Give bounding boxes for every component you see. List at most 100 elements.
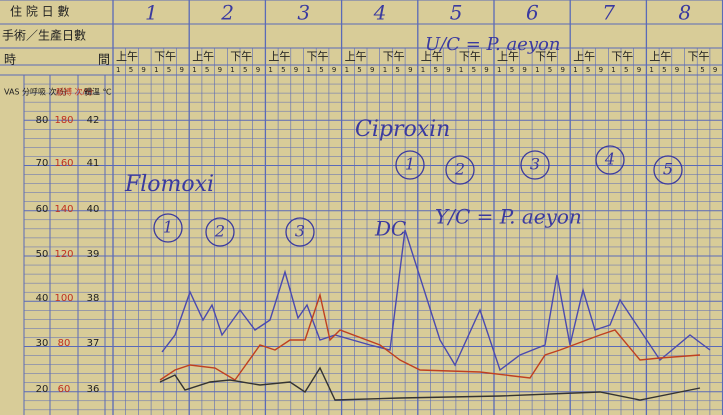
hour-label: 9 — [180, 66, 184, 74]
hour-label: 1 — [573, 66, 577, 74]
note: Flomoxi — [124, 172, 214, 197]
hour-label: 9 — [522, 66, 526, 74]
days-label: 住 院 日 數 — [10, 5, 69, 19]
day-number: 6 — [526, 1, 539, 25]
hour-label: 5 — [586, 66, 590, 74]
resp-scale: 30 — [36, 338, 49, 349]
day-number: 2 — [220, 1, 234, 25]
hour-label: 5 — [700, 66, 704, 74]
pulse-scale: 80 — [58, 338, 71, 349]
day-number: 5 — [450, 1, 463, 25]
temp-scale: 40 — [87, 204, 100, 215]
pulse-scale: 140 — [54, 204, 73, 215]
hour-label: 1 — [649, 66, 653, 74]
hour-label: 1 — [459, 66, 463, 74]
pm-label: 下午 — [611, 50, 633, 63]
hour-label: 5 — [510, 66, 514, 74]
hour-label: 5 — [662, 66, 666, 74]
resp-scale: 60 — [36, 204, 49, 215]
hour-label: 1 — [688, 66, 692, 74]
temp-scale: 37 — [87, 338, 100, 349]
day-number: 7 — [602, 1, 615, 25]
pm-label: 下午 — [307, 50, 329, 63]
hour-label: 1 — [116, 66, 120, 74]
hour-label: 1 — [268, 66, 272, 74]
am-label: 上午 — [573, 50, 595, 63]
hour-label: 9 — [561, 66, 565, 74]
day-number: 1 — [145, 1, 158, 25]
am-label: 上午 — [268, 50, 290, 63]
time-label-2: 間 — [98, 53, 110, 67]
temp-scale: 39 — [87, 249, 100, 260]
note: Y/C = P. aeyon — [435, 205, 582, 229]
hour-label: 5 — [129, 66, 133, 74]
hour-label: 9 — [637, 66, 641, 74]
pulse-scale: 120 — [54, 249, 73, 260]
hour-label: 5 — [472, 66, 476, 74]
hour-label: 9 — [713, 66, 717, 74]
pulse-scale: 100 — [54, 293, 73, 304]
hour-label: 9 — [332, 66, 336, 74]
hour-label: 9 — [408, 66, 412, 74]
hour-label: 1 — [535, 66, 539, 74]
day-number: 4 — [373, 1, 387, 25]
resp-scale: 70 — [36, 158, 49, 169]
hour-label: 1 — [345, 66, 349, 74]
pulse-scale: 60 — [58, 384, 71, 395]
hour-label: 9 — [294, 66, 298, 74]
circled-number: 1 — [405, 155, 415, 174]
hour-label: 9 — [484, 66, 488, 74]
am-label: 上午 — [345, 50, 367, 63]
pm-label: 下午 — [459, 50, 481, 63]
day-number: 3 — [297, 1, 310, 25]
pm-label: 下午 — [230, 50, 252, 63]
vas-header: VAS 分 — [4, 88, 30, 97]
hour-label: 9 — [599, 66, 603, 74]
resp-scale: 50 — [36, 249, 49, 260]
hour-label: 1 — [611, 66, 615, 74]
tpr-chart-photo: 住 院 日 數 手術／生產日數 時 間 VAS 分 呼吸 次/分 脈搏 次/分 … — [0, 0, 723, 415]
pm-label: 下午 — [383, 50, 405, 63]
hour-label: 5 — [205, 66, 209, 74]
hour-label: 1 — [497, 66, 501, 74]
resp-scale: 80 — [36, 115, 49, 126]
pulse-scale: 160 — [54, 158, 73, 169]
hour-label: 5 — [434, 66, 438, 74]
am-label: 上午 — [192, 50, 214, 63]
am-label: 上午 — [421, 50, 443, 63]
hour-label: 1 — [307, 66, 311, 74]
hour-label: 1 — [230, 66, 234, 74]
temp-scale: 41 — [87, 158, 100, 169]
circled-number: 3 — [295, 222, 305, 241]
hour-label: 5 — [624, 66, 628, 74]
hour-label: 1 — [421, 66, 425, 74]
note: Ciproxin — [355, 117, 450, 142]
hour-label: 1 — [154, 66, 158, 74]
circled-number: 2 — [454, 160, 465, 179]
temp-header: 體溫 ℃ — [84, 87, 112, 97]
circled-number: 5 — [663, 160, 673, 179]
note: DC — [374, 217, 406, 241]
hour-label: 5 — [243, 66, 247, 74]
hour-label: 9 — [141, 66, 145, 74]
pulse-scale: 180 — [54, 115, 73, 126]
pm-label: 下午 — [535, 50, 557, 63]
temp-scale: 38 — [87, 293, 100, 304]
circled-number: 4 — [604, 150, 615, 169]
hour-label: 9 — [446, 66, 450, 74]
hour-label: 1 — [383, 66, 387, 74]
hour-label: 9 — [675, 66, 679, 74]
hour-label: 5 — [319, 66, 323, 74]
temp-scale: 36 — [87, 384, 100, 395]
am-label: 上午 — [116, 50, 138, 63]
surgery-label: 手術／生產日數 — [2, 28, 86, 43]
circled-number: 1 — [163, 218, 173, 237]
time-label: 時 — [4, 53, 16, 67]
hour-label: 5 — [548, 66, 552, 74]
hour-label: 5 — [357, 66, 361, 74]
hour-label: 5 — [167, 66, 171, 74]
pm-label: 下午 — [688, 50, 710, 63]
hour-label: 1 — [192, 66, 196, 74]
circled-number: 2 — [214, 222, 225, 241]
resp-scale: 20 — [36, 384, 49, 395]
